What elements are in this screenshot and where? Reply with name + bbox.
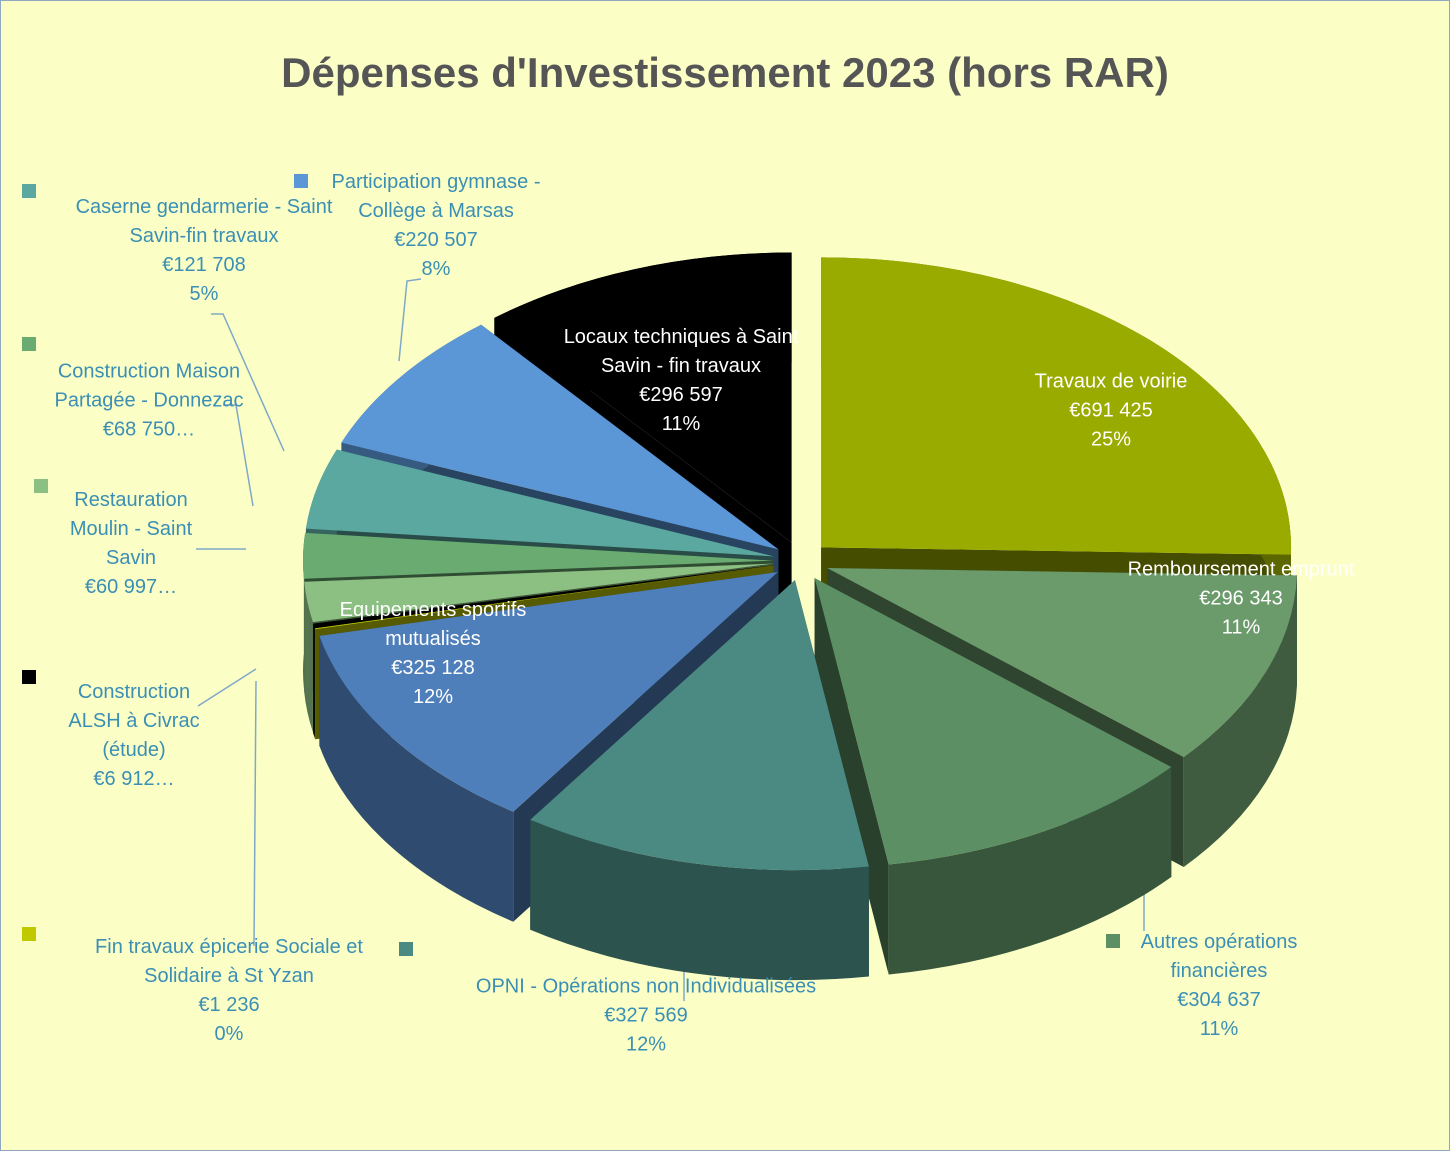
slice xyxy=(494,252,792,543)
slice-wall xyxy=(530,819,869,981)
data-label: Travaux de voirie €691 425 25% xyxy=(991,368,1231,455)
legend-swatch xyxy=(22,670,36,684)
label-value: €325 128 xyxy=(391,657,475,679)
label-percent: 12% xyxy=(412,686,454,708)
label-name: Construction Maison Partagée - Donnezac xyxy=(54,360,244,412)
label-value: €327 569 xyxy=(604,1004,688,1027)
label-name: Restauration Moulin - Saint Savin xyxy=(69,489,193,569)
slice xyxy=(341,324,779,550)
slice xyxy=(314,565,774,630)
label-value: €691 425 xyxy=(1069,399,1153,422)
label-name: Locaux techniques à Saint Savin - fin tr… xyxy=(563,326,799,377)
data-label: Remboursement emprunt €296 343 11% xyxy=(1101,556,1381,643)
data-label: Construction Maison Partagée - Donnezac €… xyxy=(54,358,244,445)
slice xyxy=(313,565,774,629)
data-label: Fin travaux épicerie Sociale et Solidair… xyxy=(69,933,389,1049)
legend-swatch xyxy=(22,184,36,198)
slice xyxy=(305,449,774,557)
legend-swatch xyxy=(399,942,413,956)
data-label: Locaux techniques à Saint Savin - fin tr… xyxy=(556,323,806,439)
leader-line xyxy=(398,278,422,362)
leader-line xyxy=(223,404,254,507)
data-label: Restauration Moulin - Saint Savin €60 997… xyxy=(51,486,211,602)
data-label: Caserne gendarmerie - Saint Savin-fin tr… xyxy=(54,193,354,309)
label-name: Equipements sportifs mutualisés xyxy=(339,599,527,650)
slice xyxy=(304,563,774,623)
slice-side xyxy=(814,578,889,975)
leader-line xyxy=(197,668,257,707)
data-label: Participation gymnase - Collège à Marsas… xyxy=(316,168,556,284)
label-name: Construction ALSH à Civrac (étude) xyxy=(68,681,200,761)
label-name: Autres opérations financières xyxy=(1140,931,1298,982)
legend-swatch xyxy=(22,927,36,941)
slice xyxy=(530,580,869,871)
data-label: Equipements sportifs mutualisés €325 128 1… xyxy=(313,596,553,712)
leader-line xyxy=(211,313,285,452)
legend-swatch xyxy=(1106,934,1120,948)
label-percent: 5% xyxy=(189,283,219,305)
label-percent: 8% xyxy=(421,258,451,280)
label-value: €68 750… xyxy=(102,418,196,441)
label-percent: 0% xyxy=(214,1023,244,1045)
legend-swatch xyxy=(34,479,48,493)
slice-wall xyxy=(888,767,1172,975)
slice xyxy=(821,257,1292,555)
label-name: OPNI - Opérations non Individualisées xyxy=(475,975,817,998)
label-name: Fin travaux épicerie Sociale et Solidair… xyxy=(95,936,363,987)
legend-swatch xyxy=(22,337,36,351)
slice-wall xyxy=(313,623,315,739)
slice xyxy=(303,532,774,579)
chart-title: Dépenses d'Investissement 2023 (hors RAR… xyxy=(281,49,1169,96)
label-value: €1 236 xyxy=(198,994,260,1016)
leader-line xyxy=(253,680,257,947)
pie-slices xyxy=(303,252,1297,981)
slice xyxy=(827,568,1297,757)
label-name: Remboursement emprunt xyxy=(1127,558,1355,581)
label-value: €296 343 xyxy=(1199,587,1283,610)
slice-wall xyxy=(304,581,313,733)
label-value: €60 997… xyxy=(84,576,178,598)
label-name: Caserne gendarmerie - Saint Savin-fin tr… xyxy=(75,196,333,247)
data-label: Construction ALSH à Civrac (étude) €6 912… xyxy=(59,678,209,794)
leader-lines xyxy=(196,278,1145,1001)
label-percent: 11% xyxy=(1221,616,1261,639)
slice-wall xyxy=(1183,575,1297,867)
data-label: Autres opérations financières €304 637 11% xyxy=(1109,928,1329,1044)
label-name: Travaux de voirie xyxy=(1034,370,1188,393)
slice xyxy=(319,572,778,812)
slice xyxy=(814,578,1172,865)
label-percent: 12% xyxy=(625,1033,667,1056)
label-value: €6 912… xyxy=(93,768,175,790)
label-value: €121 708 xyxy=(162,254,246,276)
label-name: Participation gymnase - Collège à Marsas xyxy=(331,171,541,222)
label-percent: 25% xyxy=(1090,428,1132,451)
legend-swatch xyxy=(294,174,308,188)
label-value: €304 637 xyxy=(1177,989,1261,1011)
slice-wall xyxy=(319,635,514,922)
label-value: €296 597 xyxy=(639,384,723,406)
label-value: €220 507 xyxy=(394,229,478,251)
label-percent: 11% xyxy=(1199,1018,1239,1040)
data-label: OPNI - Opérations non Individualisées €32… xyxy=(436,973,856,1060)
label-percent: 11% xyxy=(661,413,701,435)
